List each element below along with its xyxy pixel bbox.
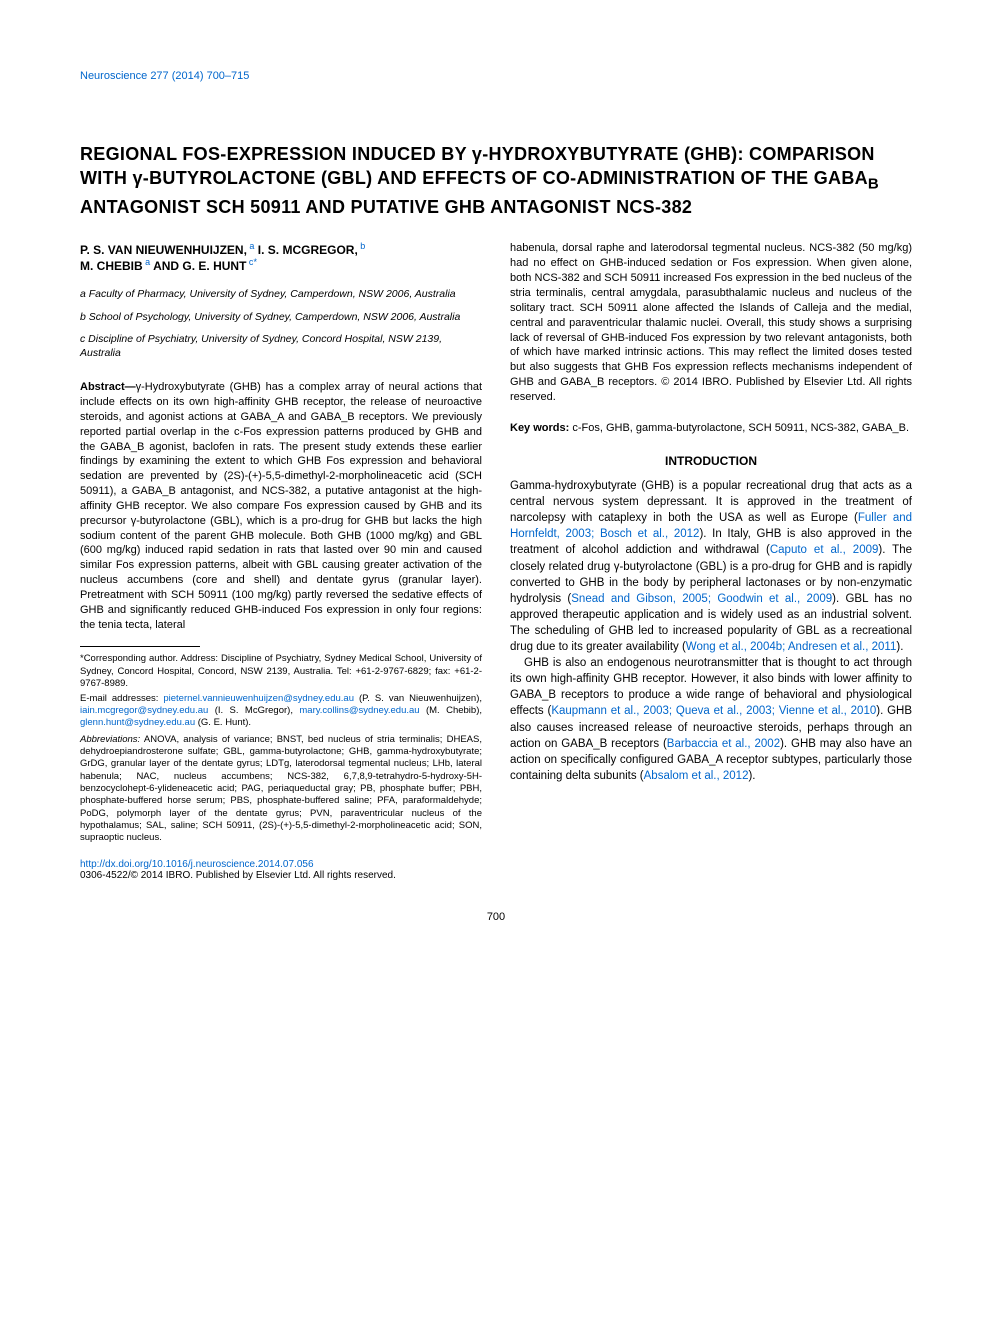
- intro-paragraph-2: GHB is also an endogenous neurotransmitt…: [510, 655, 912, 784]
- keywords-label: Key words:: [510, 422, 569, 434]
- abbreviations-text: ANOVA, analysis of variance; BNST, bed n…: [80, 734, 482, 844]
- page-number: 700: [80, 911, 912, 923]
- email-name-3: (M. Chebib),: [420, 705, 482, 716]
- intro-paragraph-1: Gamma-hydroxybutyrate (GHB) is a popular…: [510, 478, 912, 655]
- doi-copyright: 0306-4522/© 2014 IBRO. Published by Else…: [80, 870, 482, 881]
- email-label: E-mail addresses:: [80, 693, 163, 704]
- introduction-body: Gamma-hydroxybutyrate (GHB) is a popular…: [510, 478, 912, 784]
- abstract-left: Abstract—γ-Hydroxybutyrate (GHB) has a c…: [80, 380, 482, 632]
- corresponding-author: *Corresponding author. Address: Discipli…: [80, 653, 482, 690]
- abstract-text-left: γ-Hydroxybutyrate (GHB) has a complex ar…: [80, 381, 482, 631]
- right-column: habenula, dorsal raphe and laterodorsal …: [510, 241, 912, 880]
- email-name-1: (P. S. van Nieuwenhuijzen),: [354, 693, 482, 704]
- ref-caputo[interactable]: Caputo et al., 2009: [770, 544, 879, 556]
- ref-wong-andresen[interactable]: Wong et al., 2004b; Andresen et al., 201…: [686, 641, 897, 653]
- doi-block: http://dx.doi.org/10.1016/j.neuroscience…: [80, 859, 482, 881]
- abstract-right: habenula, dorsal raphe and laterodorsal …: [510, 241, 912, 404]
- intro-p2-d: ).: [748, 770, 755, 782]
- email-link-4[interactable]: glenn.hunt@sydney.edu.au: [80, 717, 195, 728]
- email-name-2: (I. S. McGregor),: [208, 705, 299, 716]
- doi-link[interactable]: http://dx.doi.org/10.1016/j.neuroscience…: [80, 859, 482, 870]
- abbreviations-label: Abbreviations:: [80, 734, 140, 745]
- affiliation-a: a Faculty of Pharmacy, University of Syd…: [80, 287, 482, 301]
- email-addresses: E-mail addresses: pieternel.vannieuwenhu…: [80, 693, 482, 730]
- ref-kaupmann-queva-vienne[interactable]: Kaupmann et al., 2003; Queva et al., 200…: [551, 705, 876, 717]
- authors-line: P. S. VAN NIEUWENHUIJZEN, a I. S. MCGREG…: [80, 241, 482, 273]
- journal-reference[interactable]: Neuroscience 277 (2014) 700–715: [80, 70, 912, 82]
- abstract-text-right: habenula, dorsal raphe and laterodorsal …: [510, 242, 912, 388]
- email-link-1[interactable]: pieternel.vannieuwenhuijzen@sydney.edu.a…: [163, 693, 354, 704]
- intro-p1-e: ).: [896, 641, 903, 653]
- affiliation-c: c Discipline of Psychiatry, University o…: [80, 332, 482, 360]
- left-column: P. S. VAN NIEUWENHUIJZEN, a I. S. MCGREG…: [80, 241, 482, 880]
- ref-absalom[interactable]: Absalom et al., 2012: [644, 770, 749, 782]
- article-title: REGIONAL FOS-EXPRESSION INDUCED BY γ-HYD…: [80, 142, 912, 219]
- content-columns: P. S. VAN NIEUWENHUIJZEN, a I. S. MCGREG…: [80, 241, 912, 880]
- email-link-3[interactable]: mary.collins@sydney.edu.au: [299, 705, 419, 716]
- abbreviations: Abbreviations: ANOVA, analysis of varian…: [80, 734, 482, 845]
- email-link-2[interactable]: iain.mcgregor@sydney.edu.au: [80, 705, 208, 716]
- abstract-label: Abstract—: [80, 381, 136, 393]
- ref-barbaccia[interactable]: Barbaccia et al., 2002: [667, 738, 780, 750]
- footnote-separator: [80, 646, 200, 647]
- affiliation-b: b School of Psychology, University of Sy…: [80, 310, 482, 324]
- page-container: Neuroscience 277 (2014) 700–715 REGIONAL…: [0, 0, 992, 963]
- email-name-4: (G. E. Hunt).: [195, 717, 251, 728]
- keywords-text: c-Fos, GHB, gamma-butyrolactone, SCH 509…: [569, 422, 909, 434]
- keywords-block: Key words: c-Fos, GHB, gamma-butyrolacto…: [510, 421, 912, 436]
- introduction-heading: INTRODUCTION: [510, 454, 912, 468]
- intro-p1-a: Gamma-hydroxybutyrate (GHB) is a popular…: [510, 480, 912, 524]
- ref-snead-goodwin[interactable]: Snead and Gibson, 2005; Goodwin et al., …: [571, 593, 832, 605]
